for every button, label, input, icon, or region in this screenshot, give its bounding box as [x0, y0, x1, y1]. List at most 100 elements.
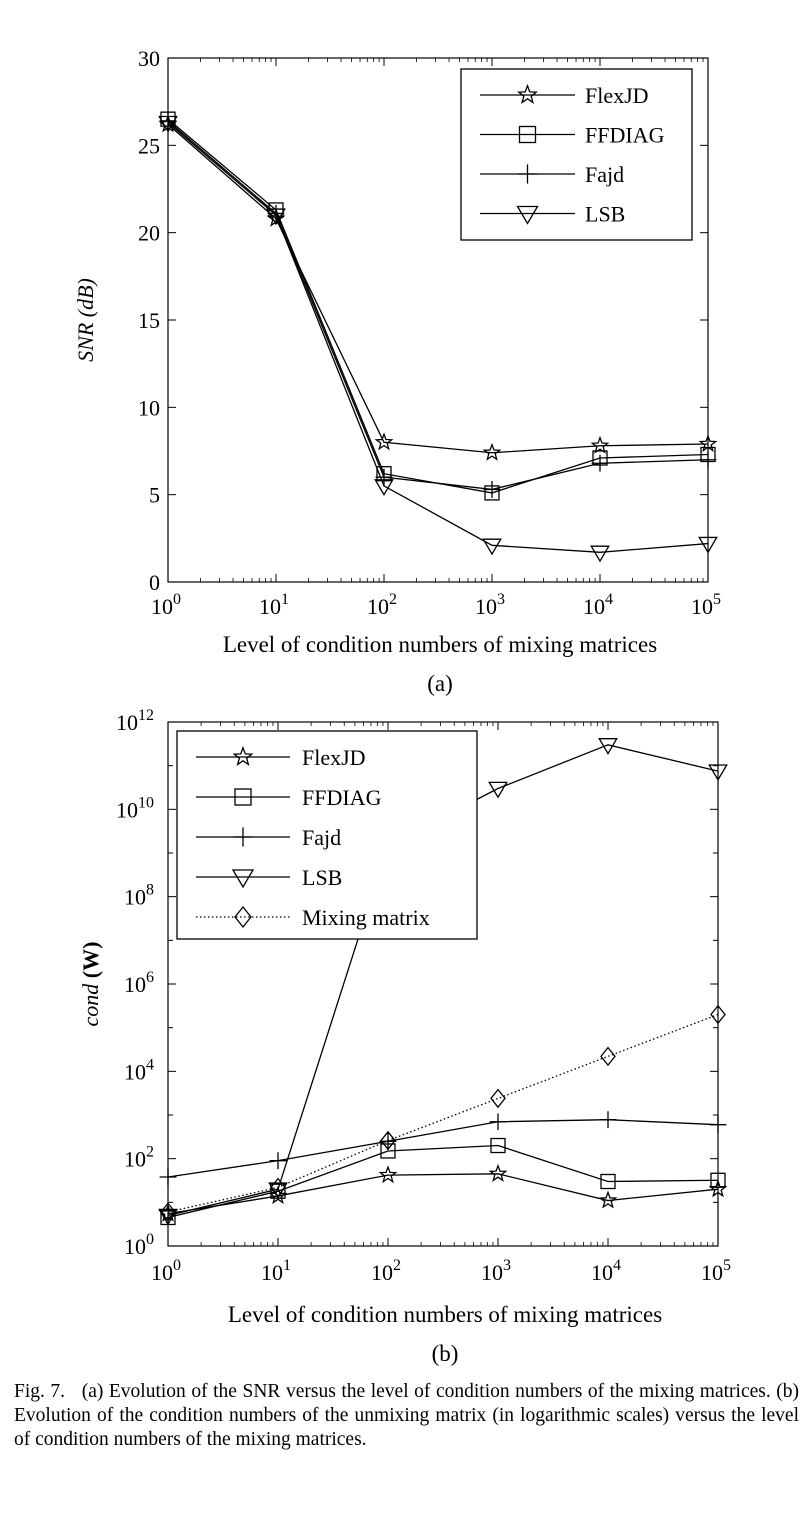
series-mixing-matrix: [160, 1004, 726, 1222]
x-ticks: [167, 722, 719, 1246]
data-point: [590, 435, 610, 454]
data-point: [708, 1179, 728, 1198]
data-point: [375, 468, 393, 486]
legend-label: Mixing matrix: [302, 905, 430, 930]
legend-marker: [234, 788, 252, 806]
legend-marker: [231, 869, 255, 889]
series-ffdiag: [160, 1137, 726, 1226]
data-point: [482, 442, 502, 461]
data-point: [708, 764, 728, 782]
data-point: [158, 1208, 178, 1226]
data-point: [591, 454, 609, 472]
data-point: [598, 738, 618, 755]
legend-marker: [517, 164, 538, 184]
y-tick-label: 30: [138, 46, 160, 71]
legend-entry: FlexJD: [480, 83, 649, 108]
data-point: [270, 1177, 286, 1198]
data-point: [709, 1116, 727, 1134]
legend-entry: FFDIAG: [480, 123, 665, 148]
legend-label: FlexJD: [585, 83, 649, 108]
data-point: [380, 1130, 396, 1151]
data-point: [600, 1173, 616, 1190]
data-point: [699, 451, 717, 469]
legend-entry: LSB: [480, 202, 625, 227]
y-tick-label: 108: [124, 882, 154, 910]
legend-label: Fajd: [302, 825, 341, 850]
data-point: [599, 1111, 617, 1129]
x-tick-label: 104: [591, 1257, 621, 1285]
legend-entry: LSB: [196, 865, 342, 890]
y-tick-label: 5: [149, 483, 160, 508]
x-tick-label: 104: [583, 591, 613, 619]
x-tick-label: 101: [259, 591, 289, 619]
data-point: [600, 1046, 616, 1067]
legend-entry: Fajd: [480, 162, 624, 187]
y-tick-label: 20: [138, 221, 160, 246]
data-point: [482, 538, 502, 556]
x-tick-label: 102: [367, 591, 397, 619]
legend-box: [460, 68, 693, 241]
data-point: [378, 1165, 398, 1184]
legend-marker: [232, 745, 254, 766]
data-point: [590, 545, 610, 563]
x-tick-label: 105: [691, 591, 721, 619]
legend-entry: Mixing matrix: [196, 905, 430, 930]
data-point: [698, 536, 718, 554]
series-line: [168, 1119, 718, 1178]
legend-entry: Fajd: [196, 825, 341, 850]
panel-label: (b): [432, 1341, 459, 1366]
legend-box: [176, 730, 478, 940]
x-tick-label: 101: [261, 1257, 291, 1285]
figure-caption: Fig. 7. (a) Evolution of the SNR versus …: [14, 1380, 799, 1452]
data-point: [490, 1088, 506, 1109]
legend-marker: [516, 205, 539, 225]
x-tick-label: 100: [151, 1257, 181, 1285]
data-point: [266, 208, 286, 226]
data-point: [159, 1168, 177, 1186]
series-line: [168, 123, 708, 454]
legend-marker: [518, 125, 537, 144]
y-tick-label: 10: [138, 395, 160, 420]
chart-panel-b: 100 101 102 103 104 105 100 102 104 106 108 1010 101…: [78, 707, 731, 1366]
series-line: [168, 1173, 718, 1215]
legend-label: FlexJD: [302, 745, 366, 770]
y-axis-label: cond (W): [78, 942, 103, 1027]
legend-label: LSB: [585, 202, 625, 227]
y-ticks: [168, 721, 718, 1247]
legend: FlexJD FFDIAG Fajd LSB: [460, 68, 693, 241]
data-point: [598, 1190, 618, 1209]
data-point: [490, 1137, 506, 1154]
y-tick-label: 1010: [116, 794, 154, 822]
series-line: [168, 1144, 718, 1219]
series-line: [168, 122, 708, 553]
y-tick-label: 104: [124, 1056, 154, 1084]
y-tick-label: 102: [124, 1144, 154, 1172]
x-axis-label: Level of condition numbers of mixing mat…: [223, 632, 657, 657]
series-lsb: [158, 115, 718, 563]
legend-entry: FlexJD: [196, 745, 366, 770]
series-fajd: [159, 1111, 727, 1186]
data-point: [269, 1152, 287, 1170]
y-tick-label: 100: [124, 1231, 154, 1259]
caption-text: (a) Evolution of the SNR versus the leve…: [14, 1381, 800, 1450]
legend-label: FFDIAG: [585, 123, 665, 148]
y-axis-label: SNR (dB): [73, 278, 98, 362]
data-point: [489, 1113, 507, 1131]
series-line: [168, 120, 708, 491]
data-point: [483, 481, 501, 498]
y-tick-label: 0: [149, 570, 160, 595]
series-line: [168, 1013, 718, 1213]
legend-marker: [234, 905, 252, 929]
legend-marker: [233, 827, 253, 847]
legend-label: FFDIAG: [302, 785, 382, 810]
legend: FlexJD FFDIAG Fajd LSB Mixing matrix: [176, 730, 478, 940]
x-tick-label: 100: [151, 591, 181, 619]
legend-label: LSB: [302, 865, 342, 890]
panel-label: (a): [427, 671, 453, 696]
x-ticks: [167, 58, 709, 582]
x-tick-label: 103: [481, 1257, 511, 1285]
y-ticks: [168, 57, 708, 583]
data-point: [488, 781, 508, 799]
legend-label: Fajd: [585, 162, 624, 187]
y-tick-label: 106: [124, 969, 154, 997]
